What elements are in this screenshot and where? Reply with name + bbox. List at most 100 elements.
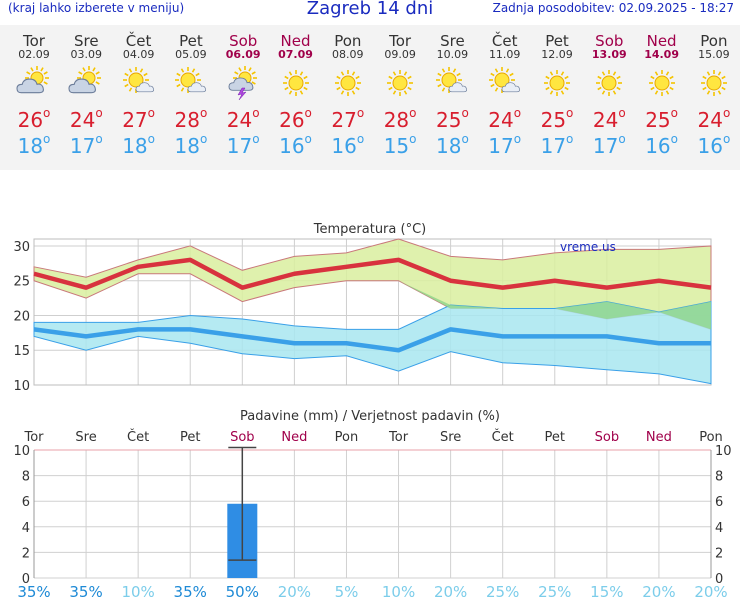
- max-temp: 24o: [592, 106, 626, 132]
- day-column[interactable]: Tor 09.09 28o 15o: [374, 25, 426, 160]
- day-date: 04.09: [122, 48, 155, 61]
- day-date: 12.09: [541, 48, 573, 61]
- day-column[interactable]: Sre 10.09 25o 18o: [426, 25, 478, 160]
- precipitation-chart: Padavine (mm) / Verjetnost padavin (%) To…: [13, 409, 731, 600]
- day-label: Čet: [492, 429, 514, 445]
- weather-icon-cell: [531, 66, 583, 106]
- weather-icon-cell: [479, 66, 531, 106]
- max-temp: 25o: [435, 106, 469, 132]
- y-tick-label-right: 4: [715, 521, 723, 536]
- precip-probability: 15%: [590, 583, 623, 600]
- day-name: Pon: [334, 32, 362, 50]
- sun-small-cloud-icon: [488, 67, 520, 93]
- day-name: Sob: [595, 32, 624, 50]
- weather-icon-cell: [322, 66, 374, 106]
- day-name: Tor: [23, 32, 45, 50]
- min-temp: 17o: [488, 132, 522, 158]
- precip-probability: 10%: [121, 583, 154, 600]
- sun-small-cloud-icon: [122, 67, 154, 93]
- sun-icon: [334, 70, 361, 96]
- daily-forecast-strip: Tor 02.09 26o 18o Sre 03.09 24o 17o Čet 04.09 27o 1…: [0, 25, 740, 170]
- day-label: Sre: [75, 430, 96, 445]
- day-column[interactable]: Tor 02.09 26o 18o: [8, 25, 60, 160]
- precip-probability: 20%: [434, 583, 467, 600]
- day-date: 10.09: [436, 48, 469, 61]
- weather-icon-cell: [113, 66, 165, 106]
- min-temp: 17o: [592, 132, 626, 158]
- weather-icon-cell: [374, 66, 426, 106]
- day-date: 15.09: [698, 48, 730, 61]
- sun-small-cloud-icon: [436, 67, 468, 93]
- weather-icon-cell: [688, 66, 740, 106]
- y-tick-label-left: 4: [22, 521, 30, 536]
- min-temp: 16o: [279, 132, 312, 158]
- precip-probability: 10%: [382, 583, 415, 600]
- day-column[interactable]: Ned 14.09 25o 16o: [636, 25, 688, 160]
- min-temp-line: [33, 327, 711, 353]
- day-column[interactable]: Čet 04.09 27o 18o: [113, 25, 165, 160]
- precip-probability: 35%: [174, 583, 207, 600]
- day-label: Ned: [281, 430, 307, 445]
- precip-probability: 5%: [335, 583, 359, 600]
- min-temp: 17o: [540, 132, 574, 158]
- day-date: 08.09: [332, 48, 364, 61]
- day-name: Sre: [440, 32, 465, 50]
- y-tick-label: 30: [13, 240, 30, 255]
- min-temp: 18o: [122, 132, 155, 158]
- max-temp: 28o: [383, 106, 417, 132]
- day-date: 03.09: [70, 48, 103, 61]
- day-column[interactable]: Ned 07.09 26o 16o: [270, 25, 322, 160]
- min-temp: 15o: [383, 132, 417, 158]
- min-temp: 18o: [435, 132, 469, 158]
- precip-probability: 20%: [694, 583, 727, 600]
- day-label: Tor: [388, 430, 409, 445]
- precip-probability: 50%: [226, 583, 259, 600]
- weather-icon-cell: [426, 66, 478, 106]
- precip-probability: 25%: [538, 583, 571, 600]
- weather-icon-cell: [165, 66, 217, 106]
- day-name: Čet: [125, 32, 152, 50]
- watermark: vreme.us: [560, 240, 616, 254]
- location-hint-link[interactable]: (kraj lahko izberete v meniju): [8, 1, 185, 15]
- day-label: Ned: [646, 430, 672, 445]
- y-tick-label: 10: [13, 379, 30, 394]
- weather-icon-cell: [270, 66, 322, 106]
- day-date: 13.09: [591, 48, 627, 61]
- day-name: Ned: [280, 32, 311, 50]
- day-column[interactable]: Sob 13.09 24o 17o: [583, 25, 635, 160]
- day-column[interactable]: Pet 12.09 25o 17o: [531, 25, 583, 160]
- day-label: Pet: [180, 430, 200, 445]
- min-temp: 16o: [697, 132, 731, 158]
- sun-icon: [596, 70, 623, 96]
- min-temp: 17o: [69, 132, 103, 158]
- day-column[interactable]: Pet 05.09 28o 18o: [165, 25, 217, 160]
- sun-icon: [700, 70, 727, 96]
- day-column[interactable]: Pon 08.09 27o 16o: [322, 25, 374, 160]
- weather-icon-cell: [217, 66, 269, 106]
- sun-icon: [282, 70, 309, 96]
- y-tick-label-left: 0: [22, 572, 30, 587]
- sun-cloud-icon: [16, 66, 49, 94]
- last-update: Zadnja posodobitev: 02.09.2025 - 18:27: [492, 1, 734, 15]
- y-tick-label-left: 10: [13, 444, 30, 459]
- day-date: 11.09: [488, 48, 521, 61]
- day-date: 02.09: [18, 48, 50, 61]
- day-column[interactable]: Sre 03.09 24o 17o: [60, 25, 112, 160]
- min-temp: 16o: [645, 132, 678, 158]
- day-column[interactable]: Sob 06.09 24o 17o: [217, 25, 269, 160]
- min-temp: 18o: [174, 132, 208, 158]
- day-label: Pon: [699, 430, 723, 445]
- max-temp: 27o: [331, 106, 365, 132]
- day-name: Pet: [179, 32, 203, 50]
- day-date: 06.09: [225, 48, 261, 61]
- precip-probability: 20%: [278, 583, 311, 600]
- day-label: Sob: [230, 430, 254, 445]
- day-name: Tor: [389, 32, 412, 50]
- min-temp-range-band: [33, 300, 712, 385]
- day-name: Pon: [700, 32, 728, 50]
- y-tick-label-left: 6: [22, 495, 30, 510]
- y-tick-label-left: 2: [22, 546, 30, 561]
- min-temp: 16o: [331, 132, 365, 158]
- day-column[interactable]: Čet 11.09 24o 17o: [479, 25, 531, 160]
- day-column[interactable]: Pon 15.09 24o 16o: [688, 25, 740, 160]
